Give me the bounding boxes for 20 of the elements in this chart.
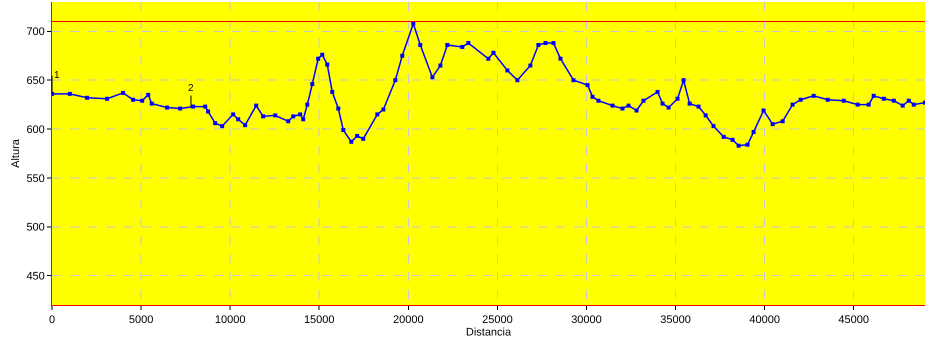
y-axis-title: Altura: [10, 138, 22, 168]
y-tick-label: 650: [26, 75, 45, 88]
x-tick-label: 45000: [838, 314, 870, 326]
y-tick-label: 600: [26, 124, 45, 136]
annotation: 2: [188, 83, 194, 94]
x-tick-label: 0: [48, 314, 56, 326]
x-tick-label: 40000: [749, 314, 780, 326]
x-tick-label: 15000: [304, 314, 335, 326]
x-tick-label: 20000: [393, 314, 424, 326]
annotation: 1: [54, 70, 60, 81]
x-tick-label: 10000: [214, 314, 246, 326]
y-tick-label: 550: [26, 172, 45, 185]
x-tick-label: 5000: [128, 314, 154, 326]
x-tick-label: 35000: [660, 314, 691, 326]
y-tick-label: 500: [26, 222, 45, 234]
x-tick-label: 25000: [482, 314, 513, 326]
y-tick-label: 450: [26, 270, 45, 283]
x-axis-title: Distancia: [466, 326, 512, 338]
x-tick-label: 30000: [571, 314, 602, 326]
y-tick-label: 700: [26, 26, 45, 38]
